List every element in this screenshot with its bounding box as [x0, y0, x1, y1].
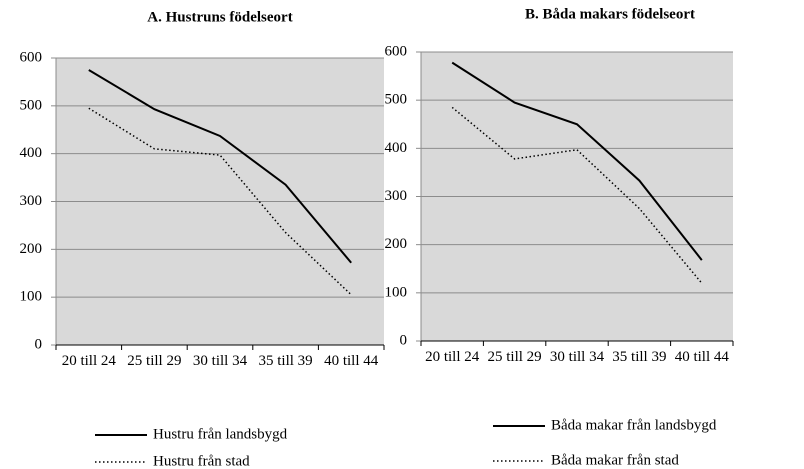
legend-label: Hustru från landsbygd	[153, 426, 288, 442]
x-tick-label: 25 till 29	[487, 349, 542, 365]
y-tick-label: 200	[20, 241, 43, 257]
x-tick-label: 35 till 39	[258, 353, 313, 369]
y-tick-label: 200	[385, 236, 408, 252]
x-tick-label: 35 till 39	[612, 349, 667, 365]
x-tick-label: 20 till 24	[425, 349, 480, 365]
legend-label: Båda makar från stad	[551, 452, 679, 468]
chart-title: B. Båda makars födelseort	[525, 6, 695, 22]
legend-label: Hustru från stad	[153, 453, 250, 469]
x-tick-label: 40 till 44	[674, 349, 729, 365]
series-line	[451, 61, 703, 261]
y-tick-label: 500	[20, 97, 43, 113]
x-tick-label: 30 till 34	[192, 353, 248, 369]
y-tick-label: 600	[385, 43, 408, 59]
y-tick-label: 100	[20, 289, 43, 305]
legend-label: Båda makar från landsbygd	[551, 417, 717, 433]
y-tick-label: 300	[20, 193, 43, 209]
series-line	[88, 69, 352, 264]
y-tick-label: 0	[400, 332, 408, 348]
y-tick-label: 300	[385, 188, 408, 204]
y-tick-label: 100	[385, 284, 408, 300]
y-tick-label: 0	[35, 336, 43, 352]
y-tick-label: 400	[385, 140, 408, 156]
x-tick-label: 40 till 44	[324, 353, 379, 369]
y-tick-label: 400	[20, 145, 43, 161]
x-tick-label: 20 till 24	[61, 353, 116, 369]
y-tick-label: 600	[20, 49, 43, 65]
chart-title: A. Hustruns födelseort	[147, 9, 292, 25]
x-tick-label: 25 till 29	[127, 353, 182, 369]
y-tick-label: 500	[385, 92, 408, 108]
x-tick-label: 30 till 34	[549, 349, 605, 365]
